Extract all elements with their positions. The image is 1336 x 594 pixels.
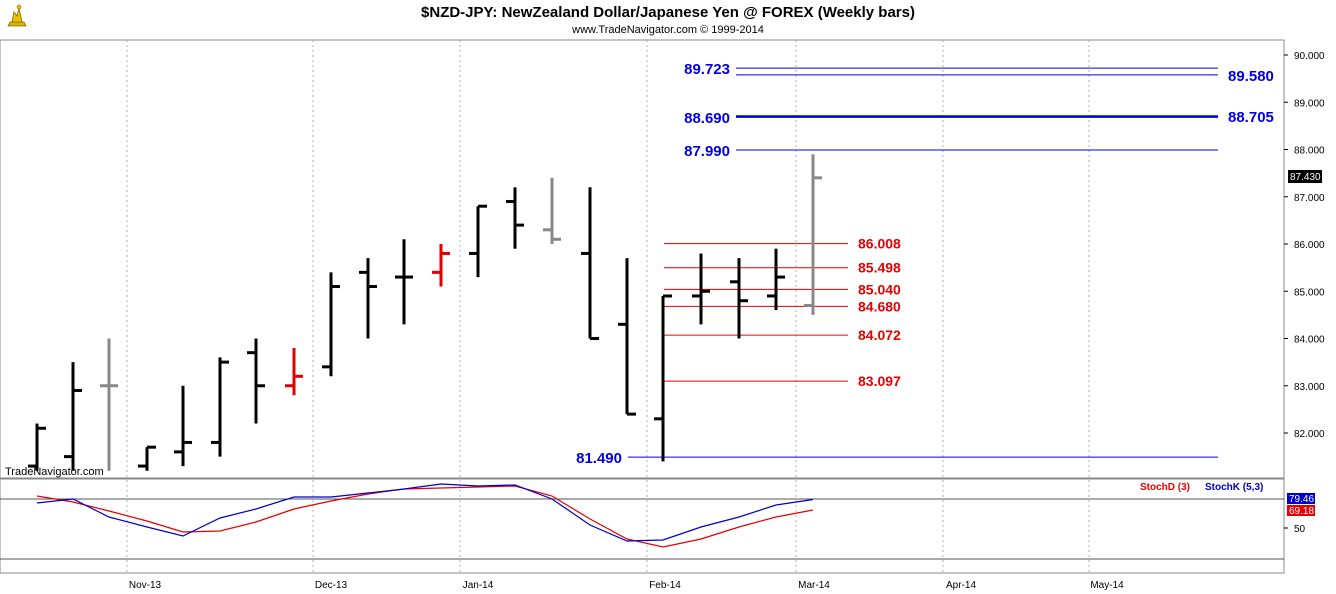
- red-level-label: 84.680: [858, 298, 901, 314]
- stoch-d-line: [36, 485, 814, 548]
- red-level-label: 84.072: [858, 327, 901, 343]
- x-tick-label: Mar-14: [798, 580, 830, 591]
- red-level-label: 83.097: [858, 373, 901, 389]
- x-tick-label: Feb-14: [649, 580, 681, 591]
- blue-level-label: 89.580: [1228, 68, 1274, 85]
- chart-subtitle: www.TradeNavigator.com © 1999-2014: [571, 24, 764, 36]
- y-tick-label: 84.000: [1294, 335, 1325, 346]
- stoch-d-readout-badge: [1287, 505, 1315, 516]
- last-price-label: 87.430: [1290, 172, 1321, 183]
- price-panel: [0, 39, 1285, 479]
- stoch-k-line: [36, 483, 814, 542]
- stoch-k-legend: StochK (5,3): [1205, 482, 1263, 493]
- level-layer: 89.723 89.580 88.690 88.705 87.990 81.490 86.0…: [576, 61, 1274, 467]
- bar-layer: [28, 154, 822, 471]
- trade-navigator-logo-icon: [3, 3, 31, 31]
- red-level-label: 85.040: [858, 281, 901, 297]
- watermark: TradeNavigator.com: [5, 466, 104, 478]
- y-tick-label: 82.000: [1294, 429, 1325, 440]
- indicator-panel: [0, 478, 1285, 574]
- stoch-d-readout: 69.18: [1289, 506, 1314, 517]
- blue-level-label: 87.990: [684, 143, 730, 160]
- y-tick-label: 85.000: [1294, 287, 1325, 298]
- y-tick-label: 83.000: [1294, 382, 1325, 393]
- y-tick-label: 90.000: [1294, 51, 1325, 62]
- blue-level-label: 88.705: [1228, 109, 1274, 126]
- stoch-y-tick-label: 50: [1294, 524, 1306, 535]
- stoch-d-legend: StochD (3): [1140, 482, 1190, 493]
- y-tick-label: 86.000: [1294, 240, 1325, 251]
- x-tick-label: Jan-14: [463, 580, 494, 591]
- y-tick-label: 88.000: [1294, 146, 1325, 157]
- y-tick-label: 89.000: [1294, 98, 1325, 109]
- y-tick-label: 87.000: [1294, 193, 1325, 204]
- blue-level-label: 81.490: [576, 450, 622, 467]
- x-tick-label: May-14: [1090, 580, 1124, 591]
- red-level-label: 86.008: [858, 236, 901, 252]
- stoch-layer: 50: [0, 483, 1306, 560]
- blue-level-label: 89.723: [684, 61, 730, 78]
- blue-level-label: 88.690: [684, 110, 730, 127]
- x-tick-label: Apr-14: [946, 580, 976, 591]
- stoch-k-readout-badge: [1287, 493, 1315, 504]
- axis-layer: Nov-13 Dec-13 Jan-14 Feb-14 Mar-14 Apr-14 May-…: [129, 51, 1325, 591]
- x-tick-label: Nov-13: [129, 580, 162, 591]
- red-level-label: 85.498: [858, 260, 901, 276]
- last-price-badge: [1288, 170, 1322, 183]
- stoch-k-readout: 79.46: [1289, 494, 1314, 505]
- chart-title: $NZD-JPY: NewZealand Dollar/Japanese Yen…: [421, 4, 915, 21]
- x-tick-label: Dec-13: [315, 580, 348, 591]
